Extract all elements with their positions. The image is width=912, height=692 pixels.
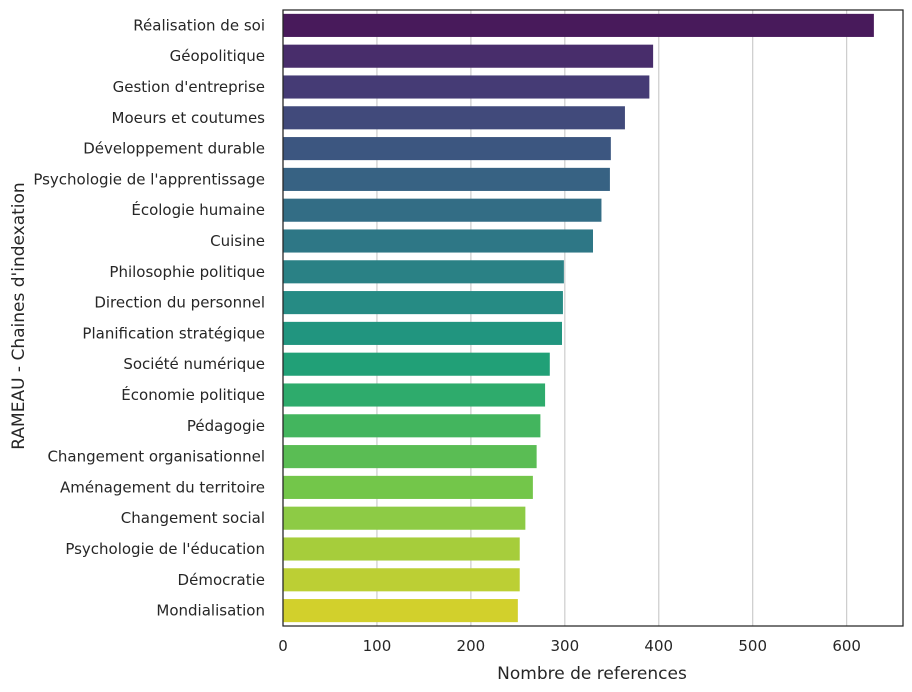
category-label: Aménagement du territoire [60,478,265,496]
x-tick-label: 500 [738,637,767,655]
category-label: Gestion d'entreprise [113,78,265,96]
y-axis-title: RAMEAU - Chaines d'indexation [9,182,29,449]
x-tick-labels: 0 100 200 300 400 500 600 [278,637,861,655]
category-label: Réalisation de soi [133,16,265,34]
bar [283,352,550,376]
bar [283,414,541,438]
bar [283,106,625,130]
bar [283,75,650,99]
x-tick-label: 100 [363,637,392,655]
category-label: Direction du personnel [94,294,265,312]
gridlines [282,10,848,626]
bar [283,568,520,592]
x-tick-label: 300 [550,637,579,655]
category-label: Changement social [121,509,265,527]
bar [283,321,562,345]
bar [283,475,533,499]
category-label: Géopolitique [170,47,265,65]
bar [283,506,526,530]
category-label: Psychologie de l'éducation [65,540,265,558]
bar [283,137,611,161]
category-label: Cuisine [210,232,265,250]
category-label: Mondialisation [156,602,265,620]
bar [283,44,654,68]
category-label: Philosophie politique [109,263,265,281]
bar [283,383,546,407]
category-label: Psychologie de l'apprentissage [33,170,265,188]
bar [283,13,874,37]
bar [283,167,610,191]
x-tick-label: 0 [278,637,288,655]
x-tick-label: 600 [832,637,861,655]
category-label: Développement durable [83,140,265,158]
bar [283,445,537,469]
bar [283,291,563,315]
category-label: Écologie humaine [131,200,265,219]
x-tick-label: 400 [644,637,673,655]
category-label: Planification stratégique [82,324,265,342]
category-label: Moeurs et coutumes [112,109,266,127]
category-label: Économie politique [121,385,265,404]
x-tick-label: 200 [457,637,486,655]
bar [283,599,518,623]
bar [283,198,602,222]
category-labels: Réalisation de soi Géopolitique Gestion d'… [33,16,265,619]
category-label: Pédagogie [187,417,265,435]
category-label: Société numérique [123,355,265,373]
bar [283,229,593,253]
x-axis-title: Nombre de references [497,664,687,684]
bars [283,13,874,623]
bar [283,537,520,561]
bar [283,260,564,284]
category-label: Démocratie [178,571,265,589]
plot-frame [282,9,904,627]
category-label: Changement organisationnel [47,448,265,466]
